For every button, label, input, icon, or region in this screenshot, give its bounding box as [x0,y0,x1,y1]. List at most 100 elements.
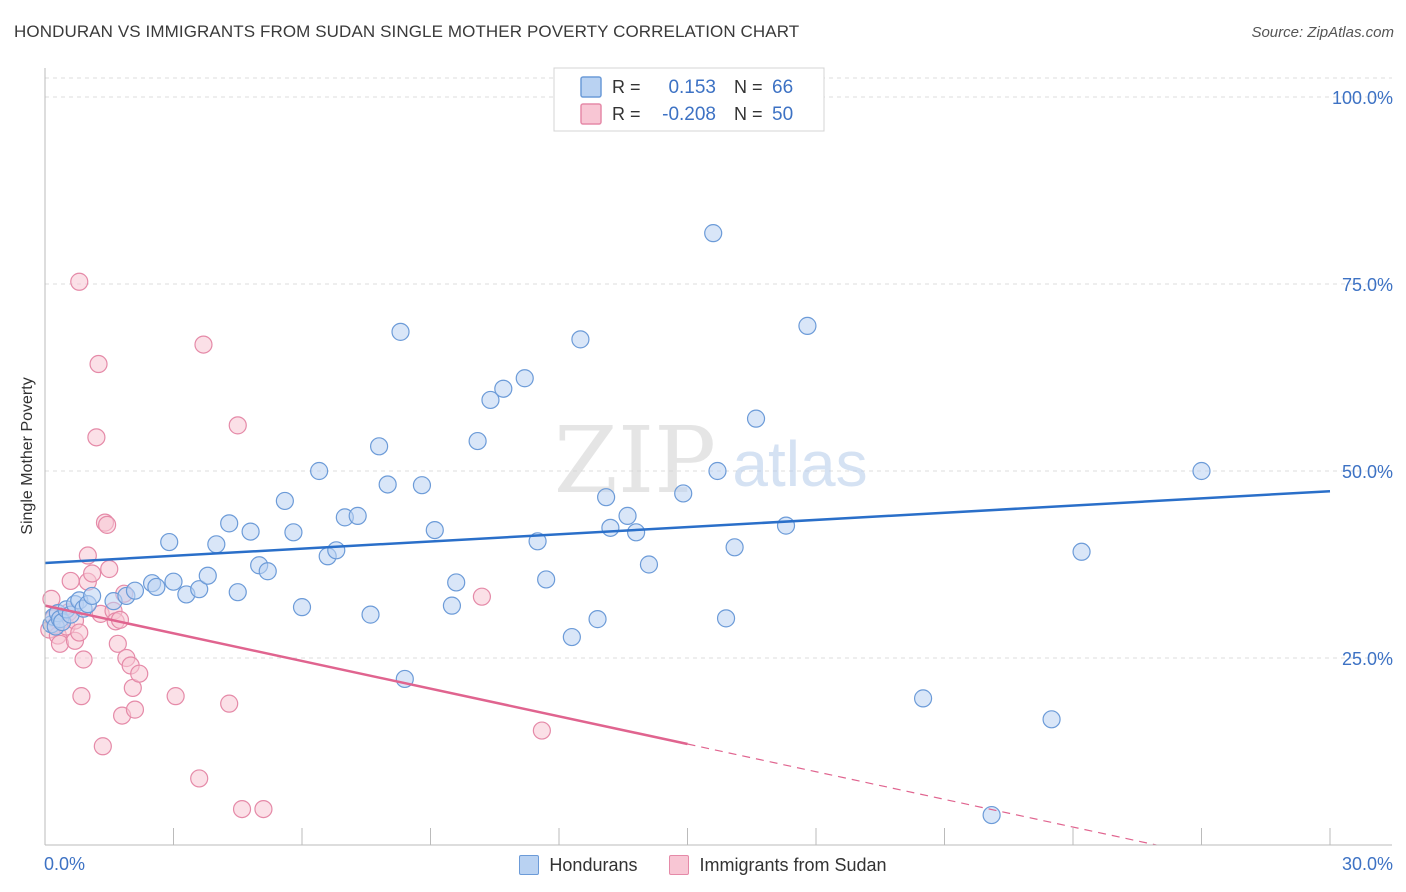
honduran-point [588,610,607,629]
honduran-point [164,572,183,591]
trend-line-sudan [44,604,688,746]
honduran-point [913,689,933,708]
sudan-point [61,571,80,591]
y-tick-label: 100.0% [1332,88,1393,108]
honduran-point [626,523,646,542]
stats-n-value-blue: 66 [772,77,793,98]
honduran-point [442,596,462,615]
honduran-point [292,598,312,617]
honduran-point [207,535,226,554]
sudan-point [98,515,117,534]
sudan-point [228,416,247,435]
honduran-point [220,514,239,533]
trend-line-hondurans [44,489,1331,565]
trend-lines [44,489,1331,846]
sudan-point [72,687,91,706]
honduran-point [310,461,329,481]
honduran-point [1042,710,1061,729]
stats-legend: R = 0.153 N = 66 R = -0.208 N = 50 [553,67,825,132]
honduran-point [412,476,432,495]
honduran-point [425,520,444,540]
sudan-point [83,564,102,583]
trend-line-sudan-extension [687,743,1157,846]
sudan-point [89,354,108,374]
stats-n-label: N = [734,104,763,124]
honduran-point [370,437,389,456]
chart-title: HONDURAN VS IMMIGRANTS FROM SUDAN SINGLE… [14,22,800,41]
honduran-point [725,538,744,557]
source-credit: Source: ZipAtlas.com [1251,24,1394,41]
sudan-point [125,700,145,719]
y-tick-label: 75.0% [1342,275,1393,295]
sudan-point [220,694,239,713]
honduran-point [708,461,727,481]
honduran-point [1072,542,1091,561]
y-tick-label: 25.0% [1342,649,1393,669]
stats-r-value-pink: -0.208 [662,104,716,125]
honduran-point [258,562,277,581]
sudan-point [472,587,491,606]
x-tick-label: 30.0% [1342,854,1393,874]
honduran-point [639,555,659,574]
sudan-point [100,559,119,579]
honduran-point [798,316,817,335]
honduran-point [746,409,766,428]
sudan-point [194,335,213,354]
series-sudan-points [40,272,551,819]
honduran-point [704,224,723,243]
honduran-point [528,532,547,551]
y-tick-label: 50.0% [1342,462,1393,482]
legend-label-sudan: Immigrants from Sudan [699,854,887,875]
watermark-atlas: atlas [732,428,867,500]
sudan-point [50,634,70,653]
honduran-point [83,586,102,606]
honduran-point [481,390,500,410]
honduran-point [361,605,380,624]
sudan-point [130,664,149,683]
legend-swatch-hondurans [519,855,540,875]
stats-r-label: R = [612,104,641,124]
stats-legend-swatch-pink [580,103,602,125]
sudan-point [532,721,551,740]
honduran-point [601,518,620,537]
legend-item-hondurans[interactable]: Hondurans [519,850,637,880]
honduran-point [378,475,397,494]
honduran-point [348,506,367,525]
honduran-point [147,577,166,597]
honduran-point [597,488,616,507]
honduran-point [776,516,796,535]
honduran-point [391,322,410,341]
honduran-point [241,522,260,541]
honduran-point [447,573,466,592]
sudan-point [74,650,93,669]
stats-n-value-pink: 50 [772,104,793,125]
sudan-point [190,769,209,788]
sudan-point [87,428,106,447]
series-hondurans-points [42,224,1211,825]
honduran-point [562,627,581,647]
honduran-point [468,431,487,451]
honduran-point [160,532,179,552]
bottom-legend: Hondurans Immigrants from Sudan [0,850,1406,880]
legend-swatch-sudan [669,855,690,875]
legend-label-hondurans: Hondurans [549,854,638,875]
sudan-point [70,623,89,642]
honduran-point [228,583,247,602]
sudan-point [93,737,112,756]
honduran-point [198,566,217,585]
honduran-point [571,330,590,349]
x-tick-label: 0.0% [44,854,85,874]
honduran-point [494,379,513,398]
honduran-point [537,570,556,589]
watermark-zip: ZIP [554,407,716,514]
honduran-point [327,541,346,560]
honduran-point [515,369,534,388]
sudan-point [254,799,273,819]
stats-n-label: N = [734,77,763,97]
honduran-point [618,506,637,525]
honduran-point [275,491,294,511]
honduran-point [674,484,693,503]
legend-item-sudan[interactable]: Immigrants from Sudan [669,850,887,880]
sudan-point [108,634,127,653]
